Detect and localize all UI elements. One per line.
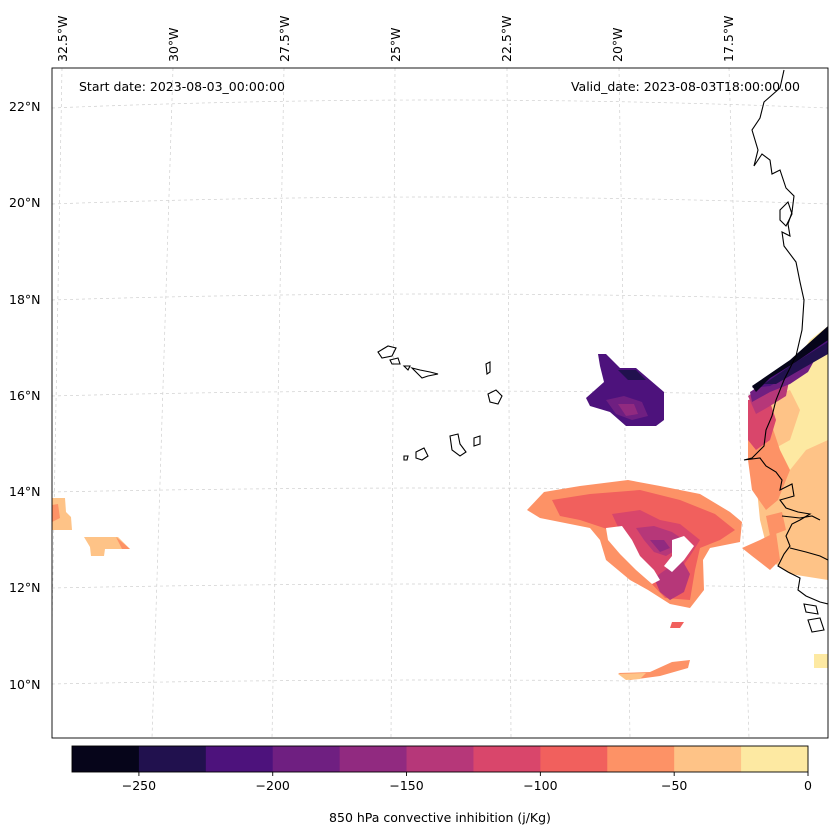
lat-label-18n: 18°N: [9, 292, 41, 307]
colorbar-tick-label: −100: [523, 778, 557, 793]
colorbar-swatch: [607, 746, 675, 772]
lon-label-17-5w: 17.5°W: [721, 16, 736, 62]
lat-label-14n: 14°N: [9, 484, 41, 499]
island-brava: [403, 455, 409, 461]
colorbar-tick-label: −200: [256, 778, 290, 793]
contour-small-red: [670, 622, 684, 628]
coastline-guinea: [789, 547, 828, 561]
island-santa-luzia: [402, 365, 411, 371]
contour-patch-west-2-edge: [116, 537, 130, 549]
contour-central-lower: [654, 560, 690, 600]
colorbar-swatch: [406, 746, 474, 772]
contour-central-core-2: [650, 540, 670, 552]
colorbar: [71, 745, 809, 773]
lon-label-25w: 25°W: [388, 27, 403, 62]
lon-label-32-5w: 32.5°W: [55, 16, 70, 62]
island-sao-vicente: [389, 357, 401, 365]
lat-label-10n: 10°N: [9, 677, 41, 692]
island-maio: [473, 435, 481, 447]
island-sal: [485, 361, 491, 375]
colorbar-swatch: [674, 746, 742, 772]
colorbar-tick-label: −250: [122, 778, 156, 793]
contour-central-hole-2: [664, 536, 694, 572]
colorbar-label: 850 hPa convective inhibition (j/Kg): [329, 810, 551, 825]
colorbar-swatch: [138, 746, 207, 772]
island-fogo: [415, 447, 429, 461]
lat-label-12n: 12°N: [9, 580, 41, 595]
lon-label-22-5w: 22.5°W: [499, 16, 514, 62]
lat-label-22n: 22°N: [9, 99, 41, 114]
lat-label-16n: 16°N: [9, 388, 41, 403]
latitude-labels: 22°N 20°N 18°N 16°N 14°N 12°N 10°N: [9, 99, 41, 692]
colorbar-swatch: [205, 746, 274, 772]
contour-north-dark: [618, 370, 646, 380]
lon-label-20w: 20°W: [610, 27, 625, 62]
colorbar-swatch: [540, 746, 608, 772]
island-santo-antao: [377, 345, 397, 359]
coastline-africa: [743, 69, 828, 605]
lat-label-20n: 20°N: [9, 195, 41, 210]
valid-date-label: Valid_date: 2023-08-03T18:00:00.00: [571, 79, 800, 94]
contour-east-red-2: [742, 532, 780, 570]
contour-east-black: [752, 326, 828, 392]
contour-central-hole: [606, 526, 660, 584]
gridlines: [52, 68, 828, 738]
contour-south-strip-light: [618, 673, 646, 680]
colorbar-swatch: [741, 746, 809, 772]
colorbar-frame: [71, 745, 809, 773]
coastline-island-a: [779, 200, 793, 227]
colorbar-swatch: [473, 746, 541, 772]
longitude-labels: 32.5°W 30°W 27.5°W 25°W 22.5°W 20°W 17.5…: [55, 16, 736, 62]
lon-label-27-5w: 27.5°W: [277, 16, 292, 62]
coastline-island-c: [807, 617, 825, 633]
colorbar-tick-label: −150: [389, 778, 423, 793]
colorbar-swatch: [72, 746, 140, 772]
start-date-label: Start date: 2023-08-03_00:00:00: [79, 79, 285, 94]
map-frame: [51, 67, 829, 739]
colorbar-tick-label: −50: [661, 778, 687, 793]
contour-north-core: [618, 404, 638, 416]
map-area: Start date: 2023-08-03_00:00:00 Valid_da…: [52, 68, 828, 738]
colorbar-tick-label: 0: [804, 778, 812, 793]
island-santiago: [449, 433, 467, 457]
colorbar-swatch: [272, 746, 341, 772]
island-sao-nicolau: [410, 366, 439, 379]
island-boa-vista: [487, 389, 503, 405]
coastline-gambia: [781, 515, 821, 521]
coastline-island-b: [803, 603, 819, 615]
colorbar-ticks: −250 −200 −150 −100 −50 0: [122, 772, 812, 793]
contour-east-light-2: [814, 654, 828, 668]
lon-label-30w: 30°W: [166, 27, 181, 62]
colorbar-swatch: [339, 746, 408, 772]
coastlines: [377, 69, 828, 633]
contour-patch-west-1-inner: [52, 504, 60, 522]
contour-east-dark2: [764, 342, 828, 384]
contour-east-red-3: [766, 512, 786, 536]
